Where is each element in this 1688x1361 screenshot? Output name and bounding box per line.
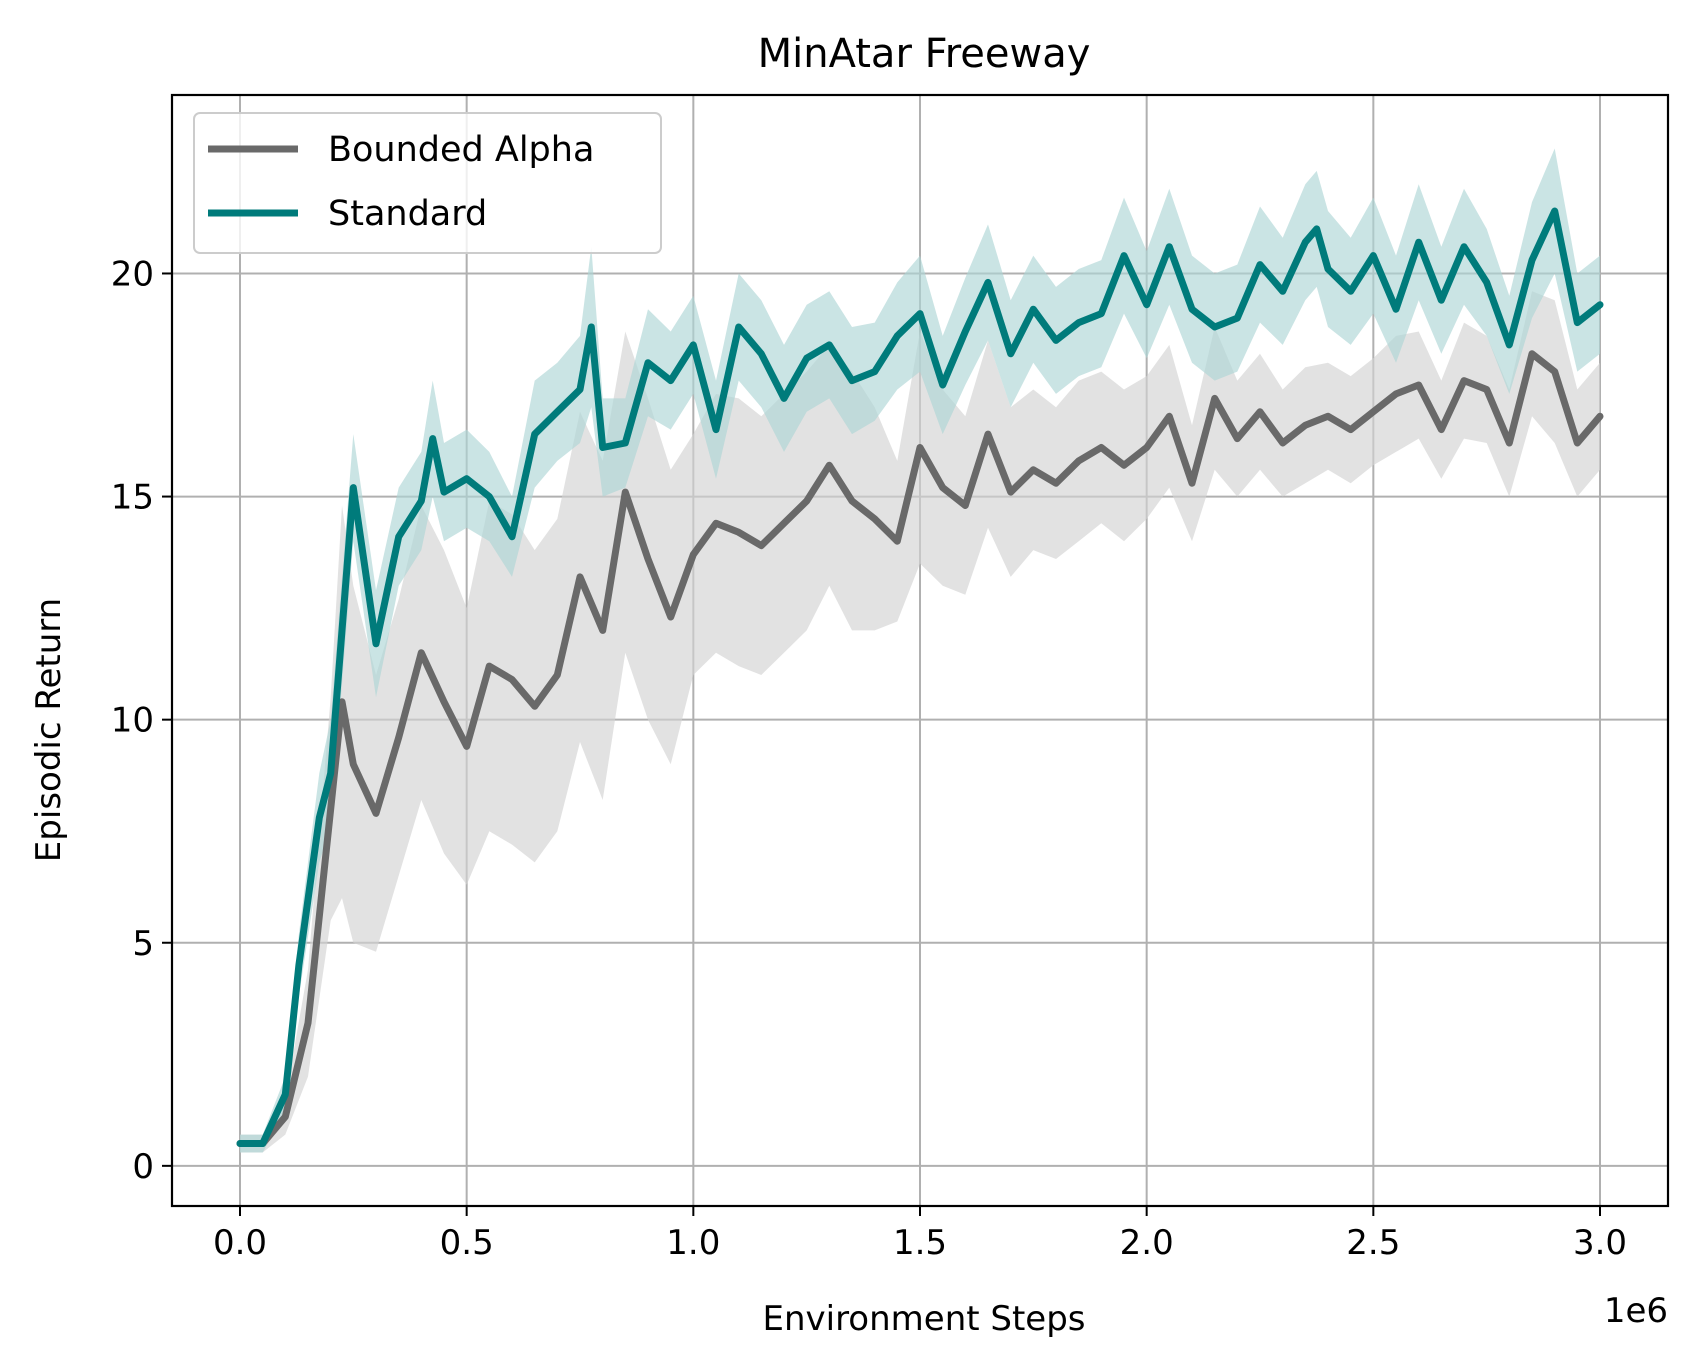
y-axis-label: Episodic Return — [29, 598, 69, 862]
series-lines — [236, 207, 1604, 1147]
band-standard — [240, 148, 1600, 1153]
x-tick-label: 2.0 — [1120, 1223, 1174, 1263]
x-axis-ticks: 0.0 0.5 1.0 1.5 2.0 2.5 3.0 — [213, 1206, 1627, 1263]
legend: Bounded Alpha Standard — [193, 112, 662, 254]
x-tick-label: 3.0 — [1573, 1223, 1627, 1263]
x-tick-label: 2.5 — [1346, 1223, 1400, 1263]
confidence-bands — [240, 148, 1600, 1153]
x-axis-label: Environment Steps — [762, 1299, 1085, 1339]
x-tick-label: 0.0 — [213, 1223, 267, 1263]
band-bounded-alpha — [240, 291, 1600, 1153]
legend-label-standard: Standard — [328, 194, 487, 234]
y-tick-label: 0 — [132, 1147, 154, 1187]
y-tick-label: 5 — [132, 924, 154, 964]
line-standard — [236, 207, 1604, 1147]
y-tick-label: 10 — [111, 701, 154, 741]
x-axis-offset-text: 1e6 — [1604, 1291, 1668, 1331]
chart-title: MinAtar Freeway — [758, 31, 1091, 77]
x-tick-label: 1.5 — [893, 1223, 947, 1263]
y-tick-label: 15 — [111, 478, 154, 518]
legend-box — [193, 112, 662, 254]
x-tick-label: 1.0 — [666, 1223, 720, 1263]
y-axis-ticks: 0 5 10 15 20 — [111, 254, 172, 1187]
x-tick-label: 0.5 — [440, 1223, 494, 1263]
legend-label-bounded-alpha: Bounded Alpha — [328, 130, 594, 170]
y-tick-label: 20 — [111, 254, 154, 294]
line-bounded-alpha — [236, 350, 1604, 1147]
